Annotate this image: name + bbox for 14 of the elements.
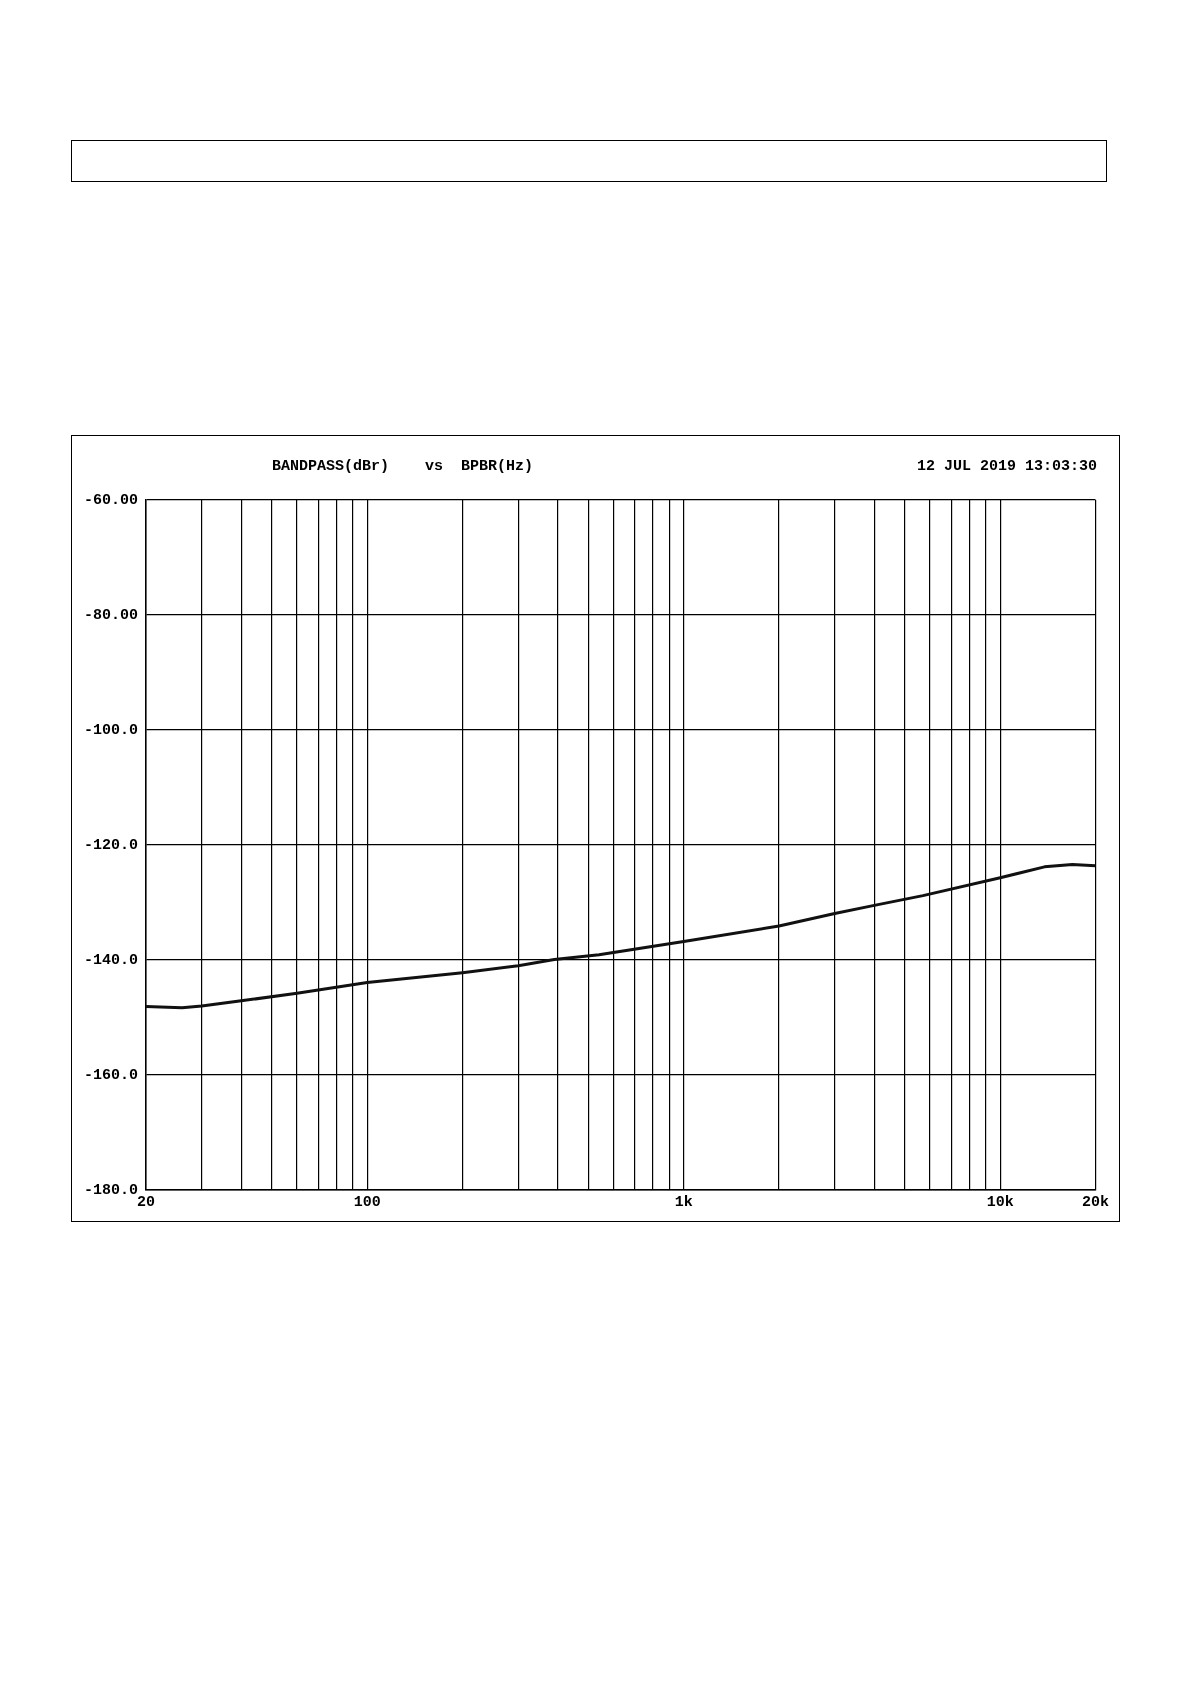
x-tick-label: 1k — [674, 1193, 693, 1211]
text: 12 JUL 2019 13:03:30 — [916, 458, 1097, 475]
x-tick-label: 20k — [1081, 1193, 1110, 1211]
y-tick-label: -180.0 — [83, 1181, 139, 1199]
y-tick-label: -120.0 — [83, 836, 139, 854]
y-tick-label: -100.0 — [83, 721, 139, 739]
x-tick-label: 10k — [986, 1193, 1014, 1211]
y-tick-label: -60.00 — [83, 491, 139, 509]
x-tick-label: 20 — [137, 1193, 156, 1211]
y-tick-label: -140.0 — [83, 951, 139, 969]
y-tick-label: -80.00 — [83, 606, 139, 624]
y-tick-label: -160.0 — [83, 1066, 139, 1084]
x-tick-label: 100 — [353, 1193, 381, 1211]
chart-title: BANDPASS(dBr) vs BPBR(Hz) — [272, 458, 534, 475]
